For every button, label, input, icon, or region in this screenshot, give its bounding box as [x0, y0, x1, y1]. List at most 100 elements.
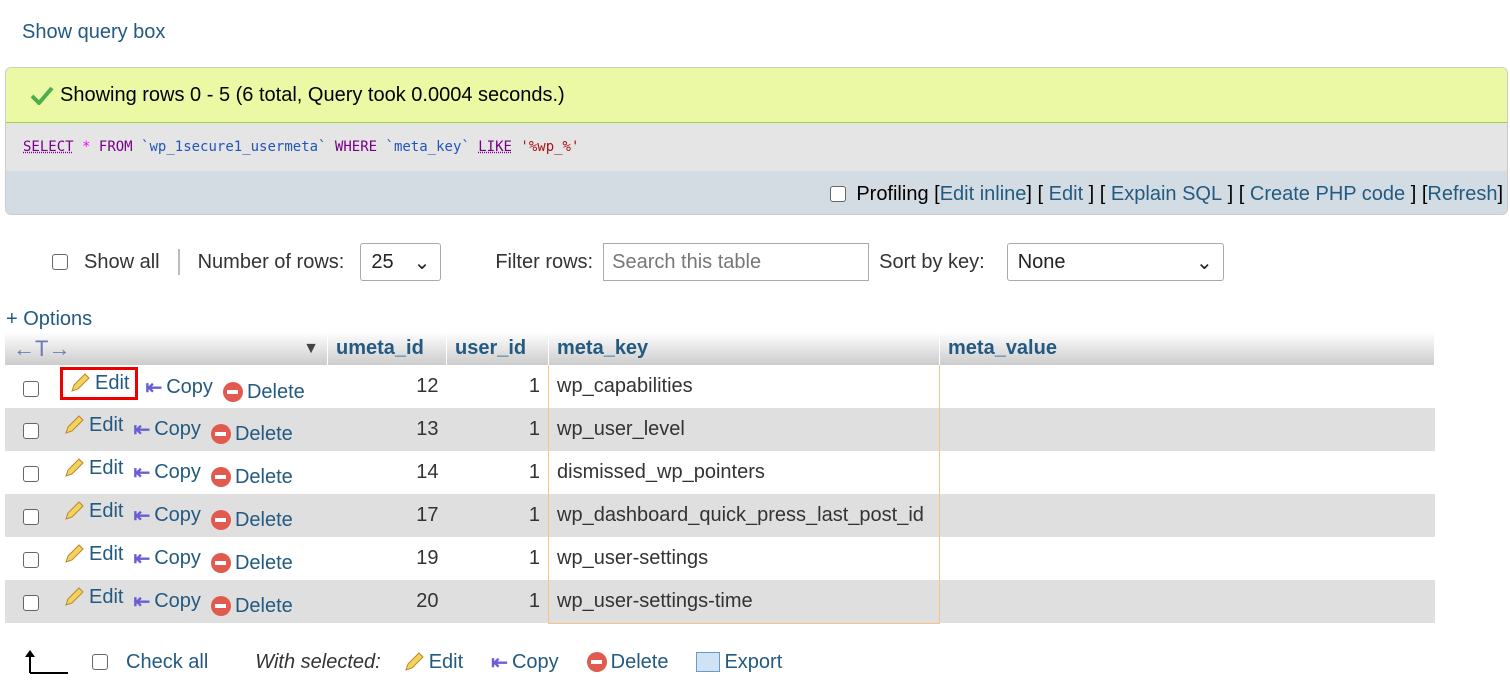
cell-meta-value[interactable] — [939, 580, 1435, 623]
edit-label: Edit — [89, 456, 124, 479]
copy-button[interactable]: ⇤ Copy — [133, 503, 200, 528]
show-query-box-link[interactable]: Show query box — [22, 21, 166, 43]
edit-button[interactable]: Edit — [59, 366, 139, 400]
copy-button[interactable]: ⇤ Copy — [145, 375, 212, 400]
cell-meta-value[interactable] — [940, 451, 1435, 494]
copy-button[interactable]: ⇤ Copy — [133, 546, 200, 571]
row-actions: Edit ⇤ Copy Delete — [5, 494, 328, 537]
sql-like[interactable]: LIKE — [478, 139, 512, 155]
sort-by-key-select[interactable]: None ⌄ — [1006, 243, 1224, 281]
edit-button[interactable]: Edit — [63, 543, 123, 566]
refresh-link[interactable]: Refresh — [1427, 182, 1498, 205]
with-selected-label: With selected: — [255, 650, 381, 673]
cell-meta-key[interactable]: wp_user-settings — [548, 537, 940, 580]
cell-user-id[interactable]: 1 — [528, 547, 540, 569]
create-php-code-link[interactable]: Create PHP code — [1249, 182, 1406, 205]
cell-meta-value[interactable] — [940, 365, 1435, 408]
row-checkbox[interactable] — [23, 380, 39, 397]
column-header-umeta-id[interactable]: umeta_id — [327, 332, 447, 365]
edit-inline-link[interactable]: Edit inline — [939, 182, 1027, 205]
cell-meta-value[interactable] — [940, 537, 1435, 580]
cell-umeta-id[interactable]: 12 — [416, 375, 439, 397]
results-table: ←T→ ▼ umeta_id user_id meta_key meta_val… — [5, 332, 1435, 624]
row-checkbox[interactable] — [23, 551, 39, 568]
cell-user-id[interactable]: 1 — [446, 494, 549, 537]
query-box: Showing rows 0 - 5 (6 total, Query took … — [5, 67, 1508, 215]
edit-label: Edit — [89, 585, 124, 608]
delete-button[interactable]: Delete — [210, 509, 293, 532]
edit-button[interactable]: Edit — [63, 414, 123, 437]
filter-rows-input[interactable]: Search this table — [603, 243, 870, 281]
bulk-delete-label: Delete — [610, 650, 669, 673]
delete-button[interactable]: Delete — [210, 466, 293, 489]
edit-button[interactable]: Edit — [63, 586, 123, 609]
cell-meta-key[interactable]: wp_user_level — [548, 408, 940, 451]
table-row: Edit ⇤ Copy Delete 17 1 wp_dashboard_quick_… — [5, 494, 1435, 537]
copy-button[interactable]: ⇤ Copy — [133, 589, 200, 614]
sort-dropdown-icon[interactable]: ▼ — [303, 339, 319, 357]
column-header-user-id[interactable]: user_id — [446, 332, 549, 365]
row-checkbox[interactable] — [23, 508, 39, 525]
delete-button[interactable]: Delete — [210, 423, 293, 446]
actions-header: ←T→ ▼ — [5, 332, 328, 365]
cell-meta-value[interactable] — [939, 494, 1435, 537]
cell-user-id[interactable]: 1 — [446, 580, 549, 623]
sql-select[interactable]: SELECT — [23, 139, 74, 155]
row-checkbox[interactable] — [23, 422, 39, 439]
cell-meta-key[interactable]: wp_user-settings-time — [548, 580, 940, 624]
cell-umeta-id[interactable]: 13 — [327, 408, 447, 451]
delete-button[interactable]: Delete — [222, 381, 305, 404]
delete-label: Delete — [234, 594, 293, 617]
check-all-checkbox[interactable] — [92, 654, 108, 670]
check-icon — [30, 86, 54, 105]
row-checkbox[interactable] — [23, 465, 39, 482]
delete-button[interactable]: Delete — [210, 594, 293, 618]
column-header-meta-key[interactable]: meta_key — [548, 332, 940, 365]
copy-label: Copy — [154, 418, 201, 440]
copy-button[interactable]: ⇤ Copy — [133, 460, 200, 485]
cell-meta-key[interactable]: wp_dashboard_quick_press_last_post_id — [548, 494, 940, 537]
copy-button[interactable]: ⇤ Copy — [133, 417, 200, 442]
options-link[interactable]: + Options — [6, 308, 93, 330]
rows-select[interactable]: 25 ⌄ — [360, 243, 442, 281]
bulk-export-label: Export — [724, 650, 783, 673]
cell-umeta-id[interactable]: 17 — [327, 494, 447, 537]
sql-column: `meta_key` — [385, 139, 470, 155]
check-all-link[interactable]: Check all — [126, 650, 209, 673]
explain-sql-link[interactable]: Explain SQL — [1110, 182, 1223, 205]
edit-button[interactable]: Edit — [63, 500, 123, 523]
row-checkbox[interactable] — [23, 594, 39, 611]
delete-button[interactable]: Delete — [210, 552, 293, 575]
profiling-checkbox[interactable] — [830, 186, 847, 202]
export-icon — [696, 652, 721, 672]
bulk-edit-button[interactable]: Edit — [403, 651, 463, 674]
cell-umeta-id[interactable]: 19 — [416, 547, 439, 569]
cell-meta-key[interactable]: wp_capabilities — [548, 365, 940, 408]
chevron-down-icon: ⌄ — [1195, 251, 1213, 274]
delete-icon — [586, 652, 607, 672]
column-resize-icon[interactable]: ←T→ — [13, 335, 71, 361]
bulk-copy-button[interactable]: ⇤ Copy — [491, 650, 558, 675]
column-header-meta-value[interactable]: meta_value — [939, 332, 1435, 365]
edit-label: Edit — [89, 413, 124, 436]
cell-umeta-id[interactable]: 14 — [416, 461, 439, 483]
sql-star: * — [82, 139, 91, 155]
cell-meta-value[interactable] — [939, 408, 1435, 451]
delete-icon — [210, 553, 231, 573]
cell-umeta-id[interactable]: 20 — [327, 580, 447, 623]
cell-meta-key[interactable]: dismissed_wp_pointers — [548, 451, 940, 494]
cell-user-id[interactable]: 1 — [446, 408, 549, 451]
cell-user-id[interactable]: 1 — [528, 375, 540, 397]
bulk-copy-label: Copy — [511, 650, 559, 673]
bulk-export-button[interactable]: Export — [696, 651, 782, 674]
rows-value: 25 — [371, 250, 394, 273]
show-all-checkbox[interactable] — [52, 254, 68, 270]
bulk-delete-button[interactable]: Delete — [586, 650, 669, 674]
sql-value: '%wp_%' — [520, 139, 580, 155]
rows-label: Number of rows: — [197, 250, 345, 273]
delete-icon — [210, 596, 231, 616]
copy-icon: ⇤ — [133, 419, 151, 441]
edit-link[interactable]: Edit — [1048, 182, 1084, 205]
edit-button[interactable]: Edit — [63, 457, 123, 480]
cell-user-id[interactable]: 1 — [528, 461, 540, 483]
